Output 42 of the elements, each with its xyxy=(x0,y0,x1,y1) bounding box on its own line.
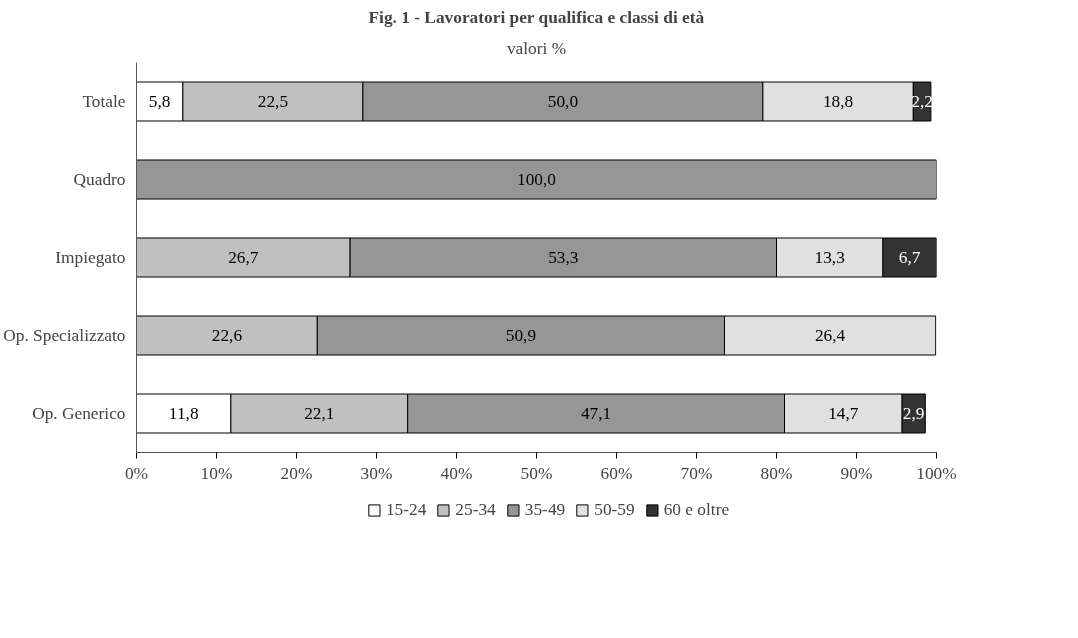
bar xyxy=(136,159,937,200)
y-tick-label: Quadro xyxy=(73,170,126,189)
chart-subtitle: valori % xyxy=(506,38,567,58)
data-label: 2,9 xyxy=(902,404,925,423)
data-label: 22,5 xyxy=(257,92,289,111)
data-label: 14,7 xyxy=(828,404,859,423)
legend-label: 50-59 xyxy=(594,500,635,520)
legend-label: 60 e oltre xyxy=(663,500,730,520)
x-tick-label: 20% xyxy=(280,463,313,483)
x-tick-label: 60% xyxy=(600,463,633,483)
legend-label: 35-49 xyxy=(524,500,566,520)
data-label: 13,3 xyxy=(814,248,845,267)
x-tick-label: 90% xyxy=(840,463,873,483)
data-label: 22,6 xyxy=(211,326,243,345)
legend-label: 25-34 xyxy=(455,500,496,520)
data-label: 22,1 xyxy=(304,404,335,423)
x-tick-label: 50% xyxy=(520,463,553,483)
y-tick-label: Impiegato xyxy=(55,248,126,267)
data-label: 6,7 xyxy=(898,248,921,267)
data-label: 53,3 xyxy=(548,248,579,267)
x-tick-label: 40% xyxy=(440,463,473,483)
data-label: 18,8 xyxy=(822,92,854,111)
x-tick-label: 30% xyxy=(360,463,393,483)
data-label: 26,4 xyxy=(814,326,846,345)
data-label: 50,9 xyxy=(505,326,537,345)
x-tick-label: 10% xyxy=(200,463,233,483)
x-tick-label: 0% xyxy=(124,463,149,483)
data-label: 47,1 xyxy=(580,404,612,423)
y-tick-label: Op. Generico xyxy=(32,404,126,423)
data-label: 11,8 xyxy=(168,404,199,423)
data-label: 5,8 xyxy=(148,92,171,111)
x-tick-label: 70% xyxy=(680,463,713,483)
legend-label: 15-24 xyxy=(385,500,427,520)
y-tick-label: Op. Specializzato xyxy=(3,326,126,345)
data-label: 2,2 xyxy=(911,92,933,111)
chart-title: Fig. 1 - Lavoratori per qualifica e classi di età xyxy=(368,7,705,27)
data-label: 100,0 xyxy=(517,170,557,189)
data-label: 50,0 xyxy=(547,92,579,111)
x-tick-label: 100% xyxy=(916,463,957,483)
y-tick-label: Totale xyxy=(82,92,126,111)
x-tick-label: 80% xyxy=(760,463,793,483)
data-label: 26,7 xyxy=(228,248,259,267)
